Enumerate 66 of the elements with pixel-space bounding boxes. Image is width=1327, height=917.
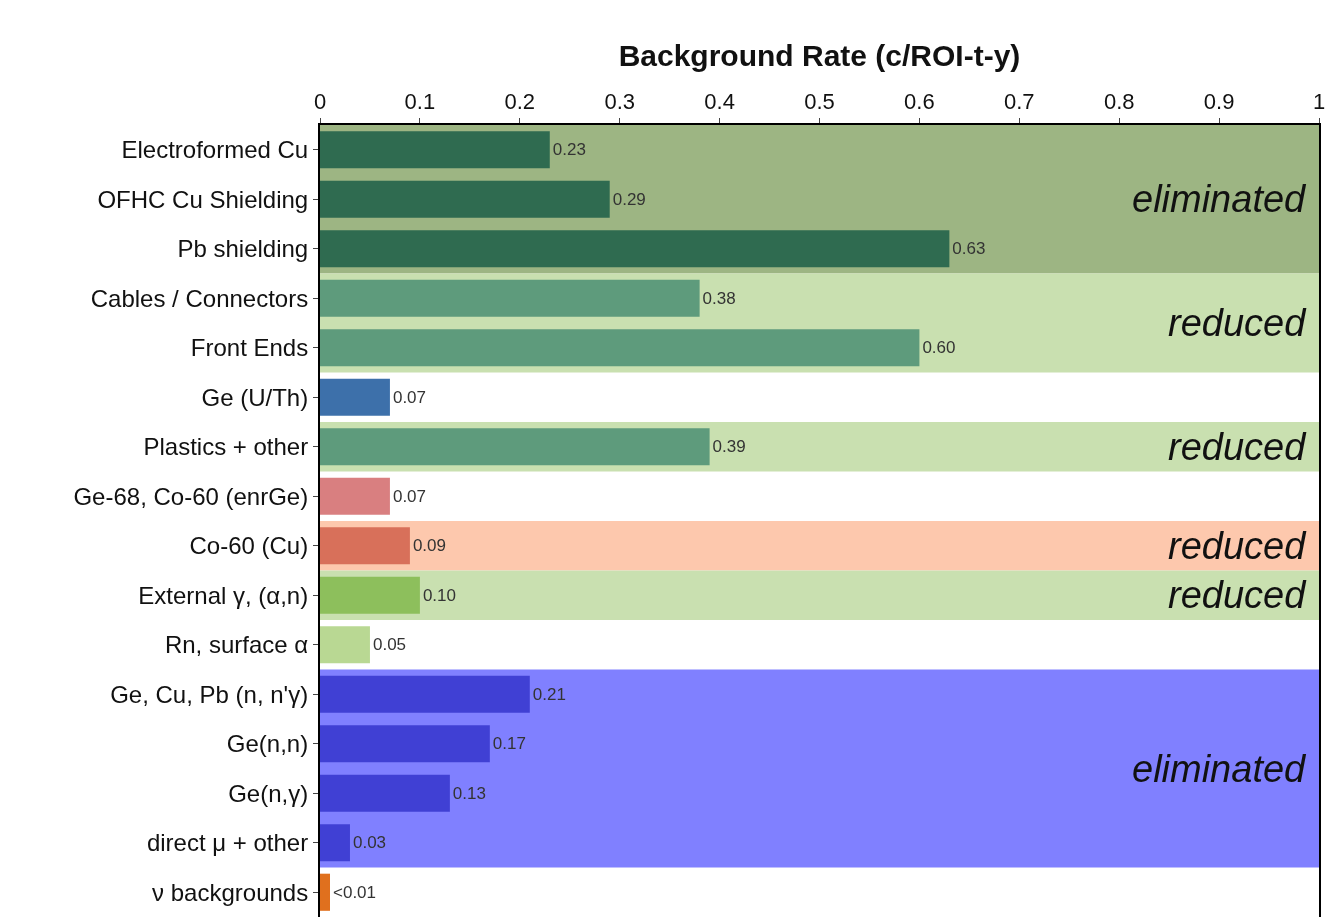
bar bbox=[320, 527, 410, 565]
bar bbox=[320, 824, 350, 862]
x-tick-label: 0.8 bbox=[1103, 89, 1135, 115]
y-tick-label: direct μ + other bbox=[146, 829, 309, 857]
y-tick-label: Ge(n,n) bbox=[226, 730, 309, 758]
x-tick-label: 0.4 bbox=[704, 89, 735, 115]
x-axis-title: Background Rate (c/ROI-t-y) bbox=[618, 38, 1021, 72]
band-label: eliminated bbox=[1132, 178, 1308, 220]
bar bbox=[320, 428, 710, 466]
y-tick-label: Front Ends bbox=[190, 334, 309, 362]
data-label: 0.09 bbox=[412, 536, 446, 556]
bar bbox=[320, 230, 950, 268]
data-label: 0.07 bbox=[392, 387, 427, 407]
y-tick-label: Ge(n,γ) bbox=[228, 779, 309, 807]
bar bbox=[320, 378, 390, 416]
bar bbox=[320, 477, 390, 515]
x-tick-label: 1 bbox=[1312, 89, 1326, 115]
y-tick-label: Ge, Cu, Pb (n, n'γ) bbox=[110, 680, 309, 708]
bar bbox=[320, 774, 450, 812]
data-label: 0.05 bbox=[372, 635, 407, 655]
bar bbox=[320, 725, 490, 763]
band-label: eliminated bbox=[1132, 748, 1308, 790]
y-tick-label: Plastics + other bbox=[143, 433, 309, 461]
data-label: 0.21 bbox=[532, 684, 566, 704]
y-tick-label: OFHC Cu Shielding bbox=[97, 185, 309, 213]
band-label: reduced bbox=[1168, 525, 1308, 567]
bar bbox=[320, 576, 420, 614]
data-label: <0.01 bbox=[332, 882, 377, 902]
bar bbox=[320, 279, 700, 317]
bar bbox=[320, 329, 920, 367]
y-tick-label: Cables / Connectors bbox=[90, 284, 309, 312]
y-tick-label: Electroformed Cu bbox=[121, 136, 309, 164]
data-label: 0.03 bbox=[352, 833, 387, 853]
y-tick-label: Ge-68, Co-60 (enrGe) bbox=[73, 482, 309, 510]
data-label: 0.38 bbox=[702, 288, 736, 308]
data-label: 0.23 bbox=[552, 140, 586, 160]
x-tick-label: 0.3 bbox=[604, 89, 635, 115]
bar bbox=[320, 626, 370, 664]
x-tick-label: 0.6 bbox=[904, 89, 935, 115]
bar bbox=[320, 873, 330, 911]
data-label: 0.17 bbox=[492, 734, 526, 754]
data-label: 0.39 bbox=[712, 437, 746, 457]
y-tick-label: Ge (U/Th) bbox=[201, 383, 309, 411]
bar bbox=[320, 675, 530, 713]
bar bbox=[320, 180, 610, 218]
data-label: 0.63 bbox=[952, 239, 986, 259]
band-label: reduced bbox=[1168, 302, 1308, 344]
x-tick-label: 0 bbox=[313, 89, 327, 115]
y-tick-label: External γ, (α,n) bbox=[138, 581, 309, 609]
data-label: 0.10 bbox=[422, 585, 456, 605]
y-tick-label: Rn, surface α bbox=[164, 631, 309, 659]
x-tick-label: 0.9 bbox=[1203, 89, 1235, 115]
band-label: reduced bbox=[1168, 426, 1308, 468]
data-label: 0.13 bbox=[452, 783, 486, 803]
band-label: reduced bbox=[1168, 574, 1308, 616]
bar bbox=[320, 131, 550, 169]
x-tick-label: 0.2 bbox=[504, 89, 536, 115]
x-tick-label: 0.5 bbox=[804, 89, 835, 115]
y-tick-label: Co-60 (Cu) bbox=[189, 532, 309, 560]
y-tick-label: ν backgrounds bbox=[152, 878, 309, 906]
data-label: 0.29 bbox=[612, 189, 646, 209]
y-tick-label: Pb shielding bbox=[177, 235, 309, 263]
x-tick-label: 0.7 bbox=[1004, 89, 1035, 115]
data-label: 0.60 bbox=[922, 338, 956, 358]
data-label: 0.07 bbox=[392, 486, 427, 506]
x-tick-label: 0.1 bbox=[404, 89, 436, 115]
